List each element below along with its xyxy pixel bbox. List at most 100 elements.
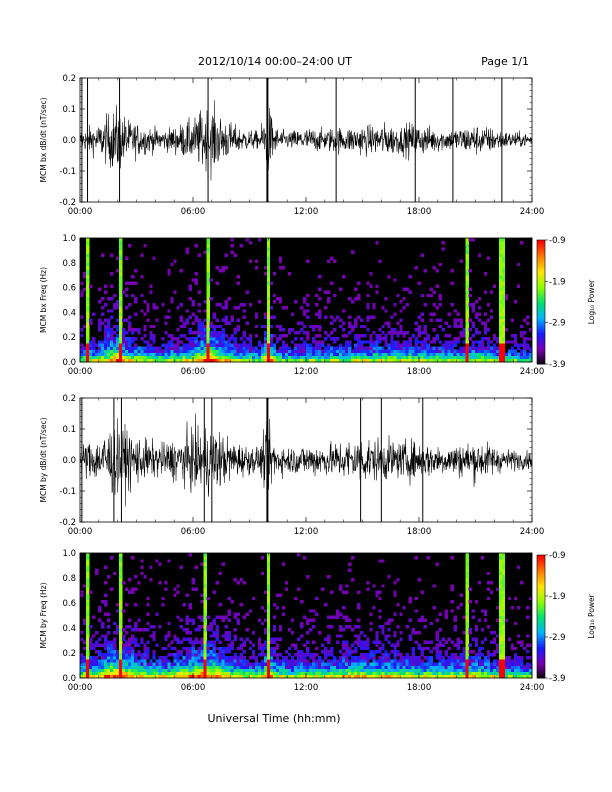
spectrogram-cell (330, 646, 334, 651)
spectrogram-cell (101, 296, 105, 301)
spectrogram-cell (263, 331, 268, 335)
spectrogram-cell (327, 634, 331, 638)
spectrogram-cell (182, 665, 186, 669)
spectrogram-cell (278, 296, 283, 301)
spectrogram-cell (429, 293, 433, 298)
spectrogram-cell (200, 618, 204, 623)
spectrogram-cell (92, 352, 96, 357)
spectrogram-cell (113, 352, 117, 357)
spectrogram-cell (408, 674, 412, 679)
x-tick-label: 06:00 (181, 207, 206, 217)
spectrogram-cell (146, 340, 150, 344)
spectrogram-cell (80, 637, 84, 641)
spectrogram-cell (86, 358, 90, 363)
spectrogram-cell (119, 349, 123, 353)
spectrogram-cell (260, 343, 265, 347)
spectrogram-cell (486, 318, 491, 322)
spectrogram-cell (498, 343, 503, 347)
spectrogram-cell (227, 631, 231, 635)
spectrogram-cell (275, 671, 280, 676)
y-tick-label: 0.2 (62, 74, 76, 84)
spectrogram-cell (507, 637, 512, 641)
spectrogram-cell (312, 624, 316, 629)
spectrogram-cell (309, 609, 313, 613)
spectrogram-cell (477, 659, 482, 663)
colorbar-segment (537, 577, 545, 581)
spectrogram-cell (489, 346, 494, 350)
spectrogram-cell (465, 337, 470, 341)
spectrogram-cell (444, 649, 448, 654)
spectrogram-cell (239, 656, 244, 660)
spectrogram-cell (333, 259, 337, 264)
spectrogram-cell (459, 640, 463, 644)
spectrogram-cell (269, 352, 274, 357)
spectrogram-cell (438, 293, 442, 298)
spectrogram-cell (179, 665, 183, 669)
spectrogram-cell (471, 346, 476, 350)
spectrogram-cell (468, 628, 473, 632)
spectrogram-cell (363, 646, 367, 651)
spectrogram-cell (471, 352, 476, 357)
spectrogram-cell (110, 296, 114, 301)
spectrogram-cell (528, 643, 533, 648)
spectrogram-cell (170, 343, 174, 347)
spectrogram-cell (471, 656, 476, 660)
spectrogram-cell (260, 668, 265, 673)
colorbar-segment (537, 645, 545, 648)
spectrogram-cell (387, 275, 391, 279)
spectrogram-cell (173, 662, 177, 666)
spectrogram-cell (414, 659, 418, 663)
spectrogram-cell (86, 668, 90, 673)
spectrogram-cell (188, 649, 192, 654)
spectrogram-cell (143, 312, 147, 316)
spectrogram-cell (200, 331, 204, 335)
colorbar-segment (537, 585, 545, 589)
spectrogram-cell (441, 674, 445, 679)
spectrogram-cell (330, 624, 334, 629)
spectrogram-cell (306, 352, 310, 357)
spectrogram-cell (242, 615, 247, 619)
spectrogram-cell (312, 618, 316, 623)
spectrogram-cell (444, 343, 448, 347)
spectrogram-cell (194, 662, 198, 666)
spectrogram-cell (188, 284, 192, 288)
spectrogram-cell (86, 331, 90, 335)
spectrogram-cell (206, 250, 210, 254)
spectrogram-cell (483, 346, 488, 350)
spectrogram-cell (131, 352, 135, 357)
spectrogram-cell (107, 653, 111, 657)
spectrogram-cell (513, 340, 518, 344)
spectrogram-cell (152, 624, 156, 629)
spectrogram-cell (372, 343, 376, 347)
spectrogram-cell (89, 643, 93, 648)
spectrogram-cell (360, 674, 364, 679)
spectrogram-cell (179, 358, 183, 363)
spectrogram-cell (429, 355, 433, 360)
spectrogram-cell (465, 581, 470, 585)
spectrogram-cell (203, 624, 207, 629)
spectrogram-cell (405, 303, 409, 307)
spectrogram-cell (360, 334, 364, 338)
spectrogram-cell (125, 306, 129, 310)
spectrogram-cell (483, 612, 488, 616)
spectrogram-cell (372, 653, 376, 657)
spectrogram-cell (399, 343, 403, 347)
spectrogram-cell (263, 352, 268, 357)
spectrogram-cell (224, 340, 228, 344)
spectrogram-cell (119, 315, 123, 319)
spectrogram-cell (89, 674, 93, 679)
spectrogram-cell (266, 556, 271, 560)
colorbar-segment (537, 283, 545, 286)
spectrogram-cell (107, 656, 111, 660)
spectrogram-cell (275, 358, 280, 363)
spectrogram-cell (221, 352, 225, 357)
bx-dbdt-y-axis-label: MCM bx dB/dt (nT/sec) (39, 97, 48, 182)
spectrogram-cell (266, 256, 271, 260)
spectrogram-cell (212, 668, 216, 673)
spectrogram-cell (116, 343, 120, 347)
spectrogram-cell (104, 674, 108, 679)
spectrogram-cell (107, 349, 111, 353)
spectrogram-cell (462, 646, 466, 651)
spectrogram-cell (152, 349, 156, 353)
spectrogram-cell (89, 346, 93, 350)
